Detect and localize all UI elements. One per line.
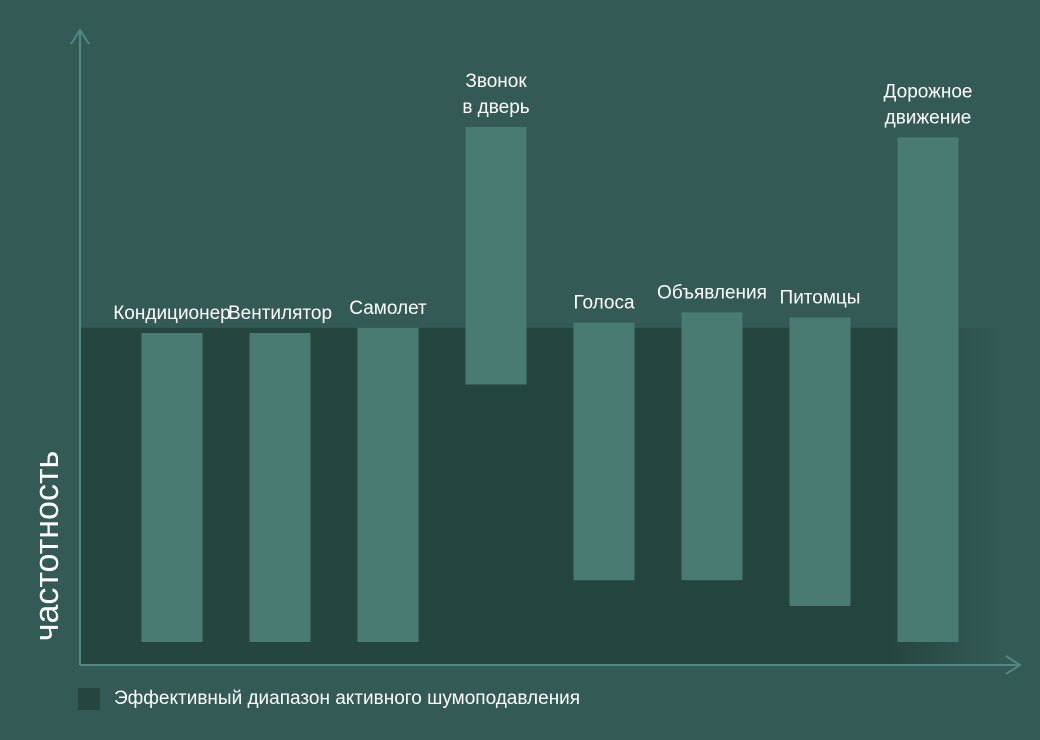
legend: Эффективный диапазон активного шумоподав… <box>78 688 580 710</box>
bar <box>141 333 203 642</box>
category-label: Объявления <box>657 282 767 303</box>
category-label: Голоса <box>573 293 635 314</box>
y-axis-label: частотность <box>28 451 66 642</box>
legend-label: Эффективный диапазон активного шумоподав… <box>114 688 581 709</box>
category-label: Кондиционер <box>113 303 231 324</box>
y-axis-arrow <box>70 28 90 45</box>
bar <box>897 137 959 643</box>
category-label: движение <box>885 107 972 128</box>
x-axis-arrow <box>1005 655 1022 675</box>
category-label: Самолет <box>349 298 427 319</box>
bar <box>573 322 635 581</box>
bar <box>789 317 851 606</box>
bar <box>681 312 743 581</box>
bar <box>465 127 527 385</box>
category-label: Вентилятор <box>228 303 332 324</box>
bar <box>249 333 311 642</box>
category-label: Звонок <box>465 71 527 92</box>
category-label: в дверь <box>462 97 529 118</box>
bar <box>357 327 419 642</box>
legend-swatch <box>78 688 100 710</box>
anc-effective-band <box>80 327 1000 665</box>
category-label: Питомцы <box>780 288 861 309</box>
category-label: Дорожное <box>884 81 973 102</box>
